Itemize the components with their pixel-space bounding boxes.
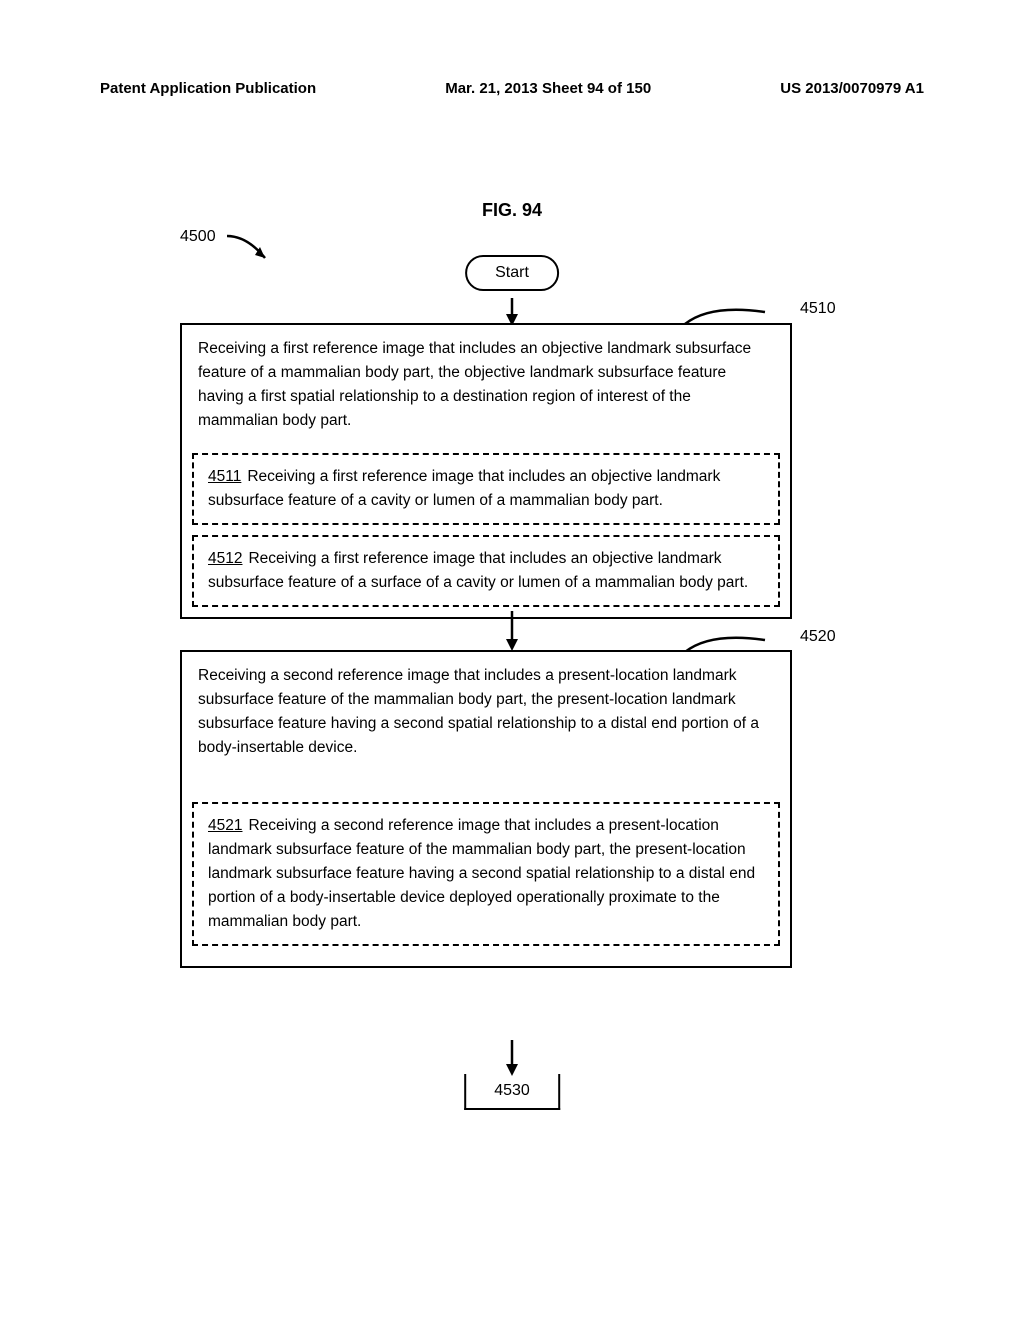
ref-4520-label: 4520: [800, 628, 836, 646]
pointer-4500-icon: [225, 232, 275, 267]
figure-title: FIG. 94: [0, 200, 1024, 221]
sub-4511-ref: 4511: [208, 468, 241, 485]
start-node: Start: [465, 255, 559, 291]
header-right: US 2013/0070979 A1: [780, 80, 924, 97]
header-center: Mar. 21, 2013 Sheet 94 of 150: [445, 80, 651, 97]
step-4510-box: Receiving a first reference image that i…: [180, 323, 792, 619]
sub-4521-box: 4521Receiving a second reference image t…: [192, 802, 780, 946]
arrow-4520-to-4530-icon: [504, 1040, 520, 1076]
continuation-4530-box: 4530: [464, 1074, 560, 1110]
page-header: Patent Application Publication Mar. 21, …: [100, 80, 924, 97]
step-4520-box: Receiving a second reference image that …: [180, 650, 792, 968]
ref-main-label: 4500: [180, 228, 216, 246]
ref-4510-label: 4510: [800, 300, 836, 318]
step-4510-text: Receiving a first reference image that i…: [182, 325, 790, 447]
arrow-4510-to-4520-icon: [504, 611, 520, 651]
sub-4511-box: 4511Receiving a first reference image th…: [192, 453, 780, 525]
step-4520-text: Receiving a second reference image that …: [182, 652, 790, 774]
sub-4521-text: Receiving a second reference image that …: [208, 817, 755, 930]
sub-4521-ref: 4521: [208, 817, 242, 834]
sub-4512-ref: 4512: [208, 550, 242, 567]
sub-4511-text: Receiving a first reference image that i…: [208, 468, 720, 509]
arrow-start-to-4510-icon: [504, 298, 520, 326]
sub-4512-text: Receiving a first reference image that i…: [208, 550, 748, 591]
sub-4512-box: 4512Receiving a first reference image th…: [192, 535, 780, 607]
header-left: Patent Application Publication: [100, 80, 316, 97]
